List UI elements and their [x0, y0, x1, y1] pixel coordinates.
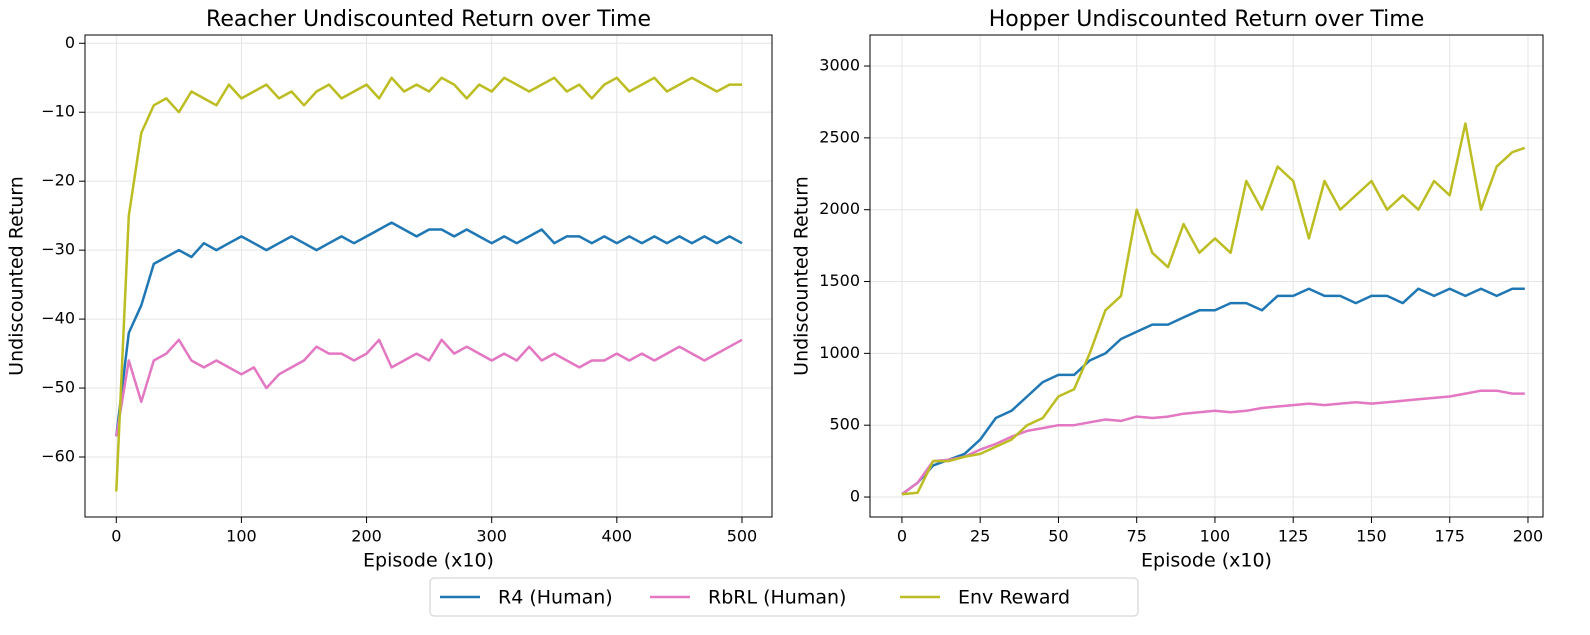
- y-tick-label: 1500: [819, 271, 860, 290]
- x-tick-label: 75: [1127, 527, 1147, 546]
- y-tick-label: 500: [829, 415, 860, 434]
- legend: R4 (Human) RbRL (Human) Env Reward: [429, 577, 1139, 617]
- y-tick-label: −30: [41, 240, 75, 259]
- y-tick-label: 0: [65, 33, 75, 52]
- series-line: [115, 76, 742, 492]
- chart-title: Reacher Undiscounted Return over Time: [206, 7, 651, 32]
- series-line: [115, 221, 743, 437]
- legend-label: R4 (Human): [498, 587, 613, 609]
- legend-label: Env Reward: [958, 587, 1070, 609]
- x-tick-label: 125: [1278, 527, 1309, 546]
- x-tick-label: 25: [970, 527, 990, 546]
- x-tick-label: 150: [1356, 527, 1387, 546]
- x-tick-label: 300: [476, 527, 507, 546]
- series-line: [901, 122, 1526, 496]
- x-tick-label: 0: [111, 527, 121, 546]
- x-axis-label: Episode (x10): [363, 550, 494, 572]
- y-tick-label: −20: [41, 171, 75, 190]
- y-tick-label: 3000: [819, 56, 860, 75]
- x-tick-label: 200: [351, 527, 382, 546]
- x-tick-label: 400: [602, 527, 633, 546]
- series-line: [115, 338, 743, 437]
- series-line: [901, 287, 1525, 496]
- y-tick-label: −40: [41, 309, 75, 328]
- x-tick-label: 500: [727, 527, 758, 546]
- y-tick-label: 0: [850, 487, 860, 506]
- series-line: [901, 389, 1525, 496]
- x-tick-label: 100: [1200, 527, 1231, 546]
- y-tick-label: −60: [41, 447, 75, 466]
- plot-frame: [84, 34, 773, 518]
- y-tick-label: 2500: [819, 127, 860, 146]
- x-tick-label: 50: [1048, 527, 1068, 546]
- plot-frame: [869, 34, 1544, 518]
- x-tick-label: 100: [226, 527, 257, 546]
- legend-frame: [429, 577, 1139, 617]
- x-tick-label: 200: [1513, 527, 1544, 546]
- x-tick-label: 175: [1434, 527, 1465, 546]
- y-axis-label: Undiscounted Return: [6, 176, 28, 376]
- y-tick-label: 2000: [819, 199, 860, 218]
- y-axis-label: Undiscounted Return: [791, 176, 813, 376]
- y-tick-label: 1000: [819, 343, 860, 362]
- y-tick-label: −10: [41, 102, 75, 121]
- y-tick-label: −50: [41, 378, 75, 397]
- legend-label: RbRL (Human): [708, 587, 846, 609]
- x-axis-label: Episode (x10): [1141, 550, 1272, 572]
- x-tick-label: 0: [897, 527, 907, 546]
- chart-title: Hopper Undiscounted Return over Time: [989, 7, 1425, 32]
